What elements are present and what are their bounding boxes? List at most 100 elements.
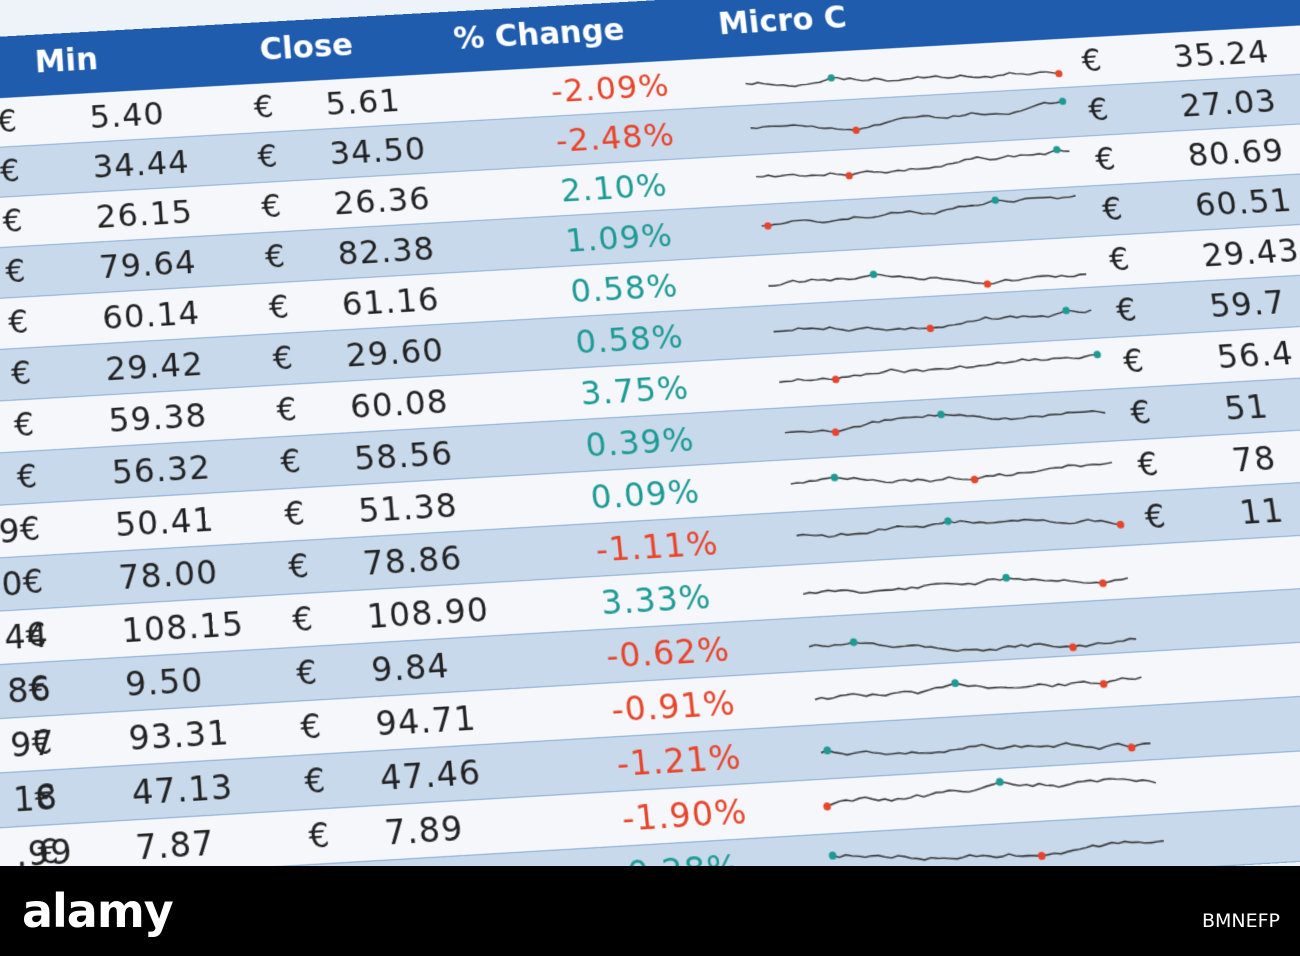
currency-min: € xyxy=(13,406,36,445)
sparkline-high-marker xyxy=(937,410,945,418)
min-value: 60.14 xyxy=(101,294,201,338)
sparkline-high-marker xyxy=(1053,146,1061,154)
change-value: -2.09% xyxy=(549,67,671,111)
currency-close: € xyxy=(264,238,288,276)
min-value: 108.15 xyxy=(121,604,246,651)
sparkline-path xyxy=(745,65,1058,91)
min-value: 26.15 xyxy=(95,193,194,236)
currency-close: € xyxy=(295,653,319,693)
sparkline-high-marker xyxy=(1093,351,1101,359)
sparkline-low-marker xyxy=(1055,70,1063,78)
sparkline-low-marker xyxy=(926,324,934,332)
currency-min: € xyxy=(16,458,39,497)
change-value: -1.21% xyxy=(615,737,743,785)
min-value: 7.87 xyxy=(134,823,216,866)
min-value: 79.64 xyxy=(98,243,198,286)
sparkline-high-marker xyxy=(1059,97,1067,105)
min-value: 56.32 xyxy=(111,448,212,493)
currency-min: € xyxy=(0,103,19,140)
sparkline-low-marker xyxy=(983,280,991,288)
sparkline-path xyxy=(803,571,1129,601)
sparkline-high-marker xyxy=(830,473,838,481)
stock-table: Min Close % Change Micro C €5.40 €5.61 -2.… xyxy=(0,0,1300,866)
sparkline-high-marker xyxy=(944,517,952,525)
sparkline-path xyxy=(773,309,1092,337)
sparkline-high-marker xyxy=(828,851,836,859)
sparkline-path xyxy=(826,773,1157,807)
currency-min: € xyxy=(5,253,28,291)
sparkline-low-marker xyxy=(845,172,853,180)
close-value: 82.38 xyxy=(336,230,436,273)
currency-close: € xyxy=(268,289,292,327)
currency-min: € xyxy=(37,832,61,866)
close-value: 51.38 xyxy=(357,486,459,531)
min-value: 47.13 xyxy=(131,767,235,814)
change-value: 0.58% xyxy=(574,317,686,361)
change-value: -1.11% xyxy=(594,524,720,571)
currency-close: € xyxy=(287,547,311,587)
sparkline-high-marker xyxy=(869,270,877,278)
sparkline-low-marker xyxy=(1099,579,1107,587)
currency-last: € xyxy=(1128,394,1154,433)
currency-last: € xyxy=(1093,141,1119,178)
sparkline-low-marker xyxy=(1069,643,1077,651)
close-value: 94.71 xyxy=(374,698,478,744)
last-value: 35.24 xyxy=(1171,34,1272,76)
sparkline-low-marker xyxy=(852,126,860,134)
currency-min: € xyxy=(31,723,55,764)
currency-close: € xyxy=(271,340,295,379)
last-value: 56.4 xyxy=(1215,334,1297,377)
last-value: 11 xyxy=(1237,491,1286,533)
close-value: 34.50 xyxy=(328,130,428,173)
currency-close: € xyxy=(279,443,303,482)
currency-last: € xyxy=(1086,92,1112,129)
last-value: 27.03 xyxy=(1178,82,1279,124)
close-value: 5.61 xyxy=(324,82,402,123)
sparkline-path xyxy=(755,149,1071,181)
currency-min: € xyxy=(7,304,30,342)
header-close: Close xyxy=(258,27,354,68)
spreadsheet-photo: Min Close % Change Micro C €5.40 €5.61 -2.… xyxy=(0,0,1300,866)
currency-min: € xyxy=(34,777,58,818)
change-value: -0.62% xyxy=(604,629,731,676)
currency-last: € xyxy=(1135,446,1161,485)
currency-close: € xyxy=(303,761,328,802)
currency-close: € xyxy=(256,138,279,175)
currency-last: € xyxy=(1121,343,1147,382)
sparkline-path xyxy=(750,101,1065,136)
currency-last: € xyxy=(1142,498,1169,537)
sparkline-high-marker xyxy=(823,746,831,754)
change-value: 0.09% xyxy=(589,472,702,518)
sparkline-low-marker xyxy=(970,476,978,484)
sparkline-low-marker xyxy=(1116,521,1124,529)
change-value: 1.09% xyxy=(564,216,675,260)
min-value: 50.41 xyxy=(114,500,216,545)
sparkline-low-marker xyxy=(1127,743,1136,751)
currency-last: € xyxy=(1100,191,1126,229)
close-value: 29.60 xyxy=(344,331,445,375)
watermark-logo: alamy xyxy=(22,884,173,938)
currency-last: € xyxy=(1114,292,1140,330)
currency-min: € xyxy=(22,563,46,603)
currency-close: € xyxy=(307,816,332,857)
currency-min: € xyxy=(0,153,22,190)
min-value: 9.50 xyxy=(124,660,205,705)
sparkline-high-marker xyxy=(951,679,959,687)
sparkline-low-marker xyxy=(823,802,831,810)
close-value: 58.56 xyxy=(353,434,455,479)
header-micro-chart: Micro C xyxy=(716,0,848,43)
close-value: 26.36 xyxy=(332,180,432,223)
sparkline-path xyxy=(796,511,1121,543)
currency-last: € xyxy=(1107,241,1133,279)
currency-min: € xyxy=(25,616,49,656)
last-value: 51 xyxy=(1222,387,1271,428)
sparkline-path xyxy=(778,354,1098,382)
sparkline-low-marker xyxy=(832,375,840,383)
watermark-bar: alamy BMNEFP xyxy=(0,866,1300,956)
currency-min: € xyxy=(19,510,42,550)
sparkline-high-marker xyxy=(996,778,1005,786)
min-value: 5.40 xyxy=(89,95,166,136)
close-value: 9.84 xyxy=(370,646,451,691)
last-value: 78 xyxy=(1230,439,1279,481)
sparkline-path xyxy=(814,672,1142,701)
